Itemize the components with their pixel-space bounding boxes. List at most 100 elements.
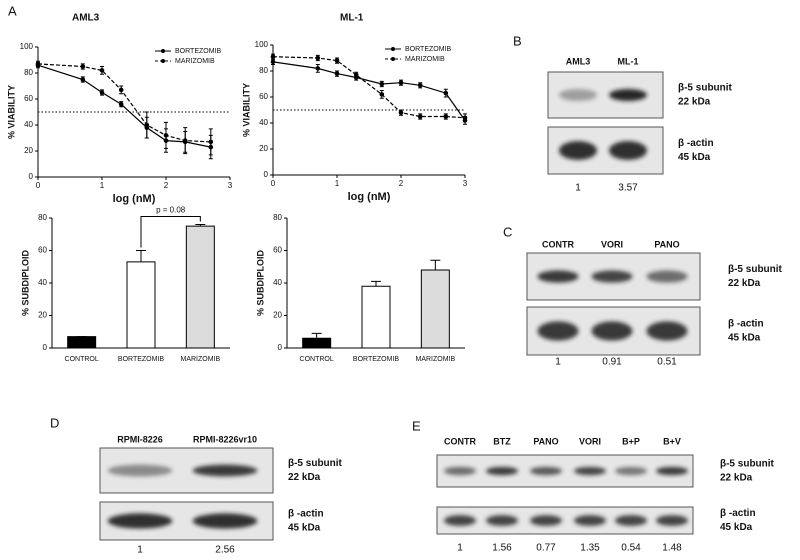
row-label: β -actin (678, 138, 714, 149)
lane-label: CONTR (542, 239, 574, 249)
y-tick-label: 60 (273, 246, 282, 255)
data-point (80, 77, 86, 82)
y-tick-label: 60 (259, 92, 268, 101)
blot-membrane (436, 506, 694, 535)
quantification: 1 (575, 183, 581, 194)
row-label: β-5 subunit (678, 83, 733, 94)
quantification: 2.56 (215, 545, 235, 556)
y-tick-label: 80 (273, 213, 282, 222)
legend-label: BORTEZOMIB (405, 46, 451, 53)
panel-letter: D (50, 415, 59, 430)
data-point (334, 58, 340, 63)
data-point (398, 110, 404, 115)
row-label: 45 kDa (288, 523, 321, 534)
data-point (80, 64, 86, 69)
y-tick-label: 20 (24, 146, 33, 155)
blot-band (656, 515, 688, 526)
quantification: 3.57 (618, 183, 638, 194)
data-point (118, 87, 124, 93)
blot-band (646, 270, 688, 283)
lane-label: VORI (601, 239, 623, 249)
blot-band (537, 270, 579, 283)
x-tick-label: 1 (335, 179, 340, 188)
y-tick-label: 80 (24, 68, 33, 77)
bar (302, 337, 332, 349)
blot-band (615, 466, 647, 476)
panel-letter: C (503, 224, 512, 239)
blot-band (656, 466, 688, 476)
blot-band (574, 466, 606, 476)
data-point (417, 83, 423, 88)
data-point (462, 115, 468, 121)
y-tick-label: 40 (273, 278, 282, 287)
data-point (182, 138, 188, 143)
blot-band (486, 466, 518, 476)
blot-band (530, 466, 562, 476)
x-tick-label: 1 (100, 181, 105, 190)
y-tick-label: 0 (43, 343, 48, 352)
data-point (208, 139, 214, 145)
y-tick-label: 40 (38, 278, 47, 287)
row-label: 22 kDa (288, 472, 321, 483)
x-tick-label: MARIZOMIB (180, 356, 220, 363)
panel-letter: E (412, 418, 421, 433)
data-point (315, 66, 321, 71)
quantification: 0.91 (602, 357, 622, 368)
row-label: 45 kDa (720, 522, 753, 533)
data-point (99, 90, 105, 95)
error-bar (371, 280, 381, 287)
x-tick-label: 2 (399, 179, 404, 188)
quantification: 1 (457, 543, 463, 554)
x-tick-label: BORTEZOMIB (353, 356, 399, 363)
y-tick-label: 40 (24, 120, 33, 129)
bar (185, 225, 215, 349)
blot-band (192, 464, 258, 477)
data-point (379, 81, 385, 87)
data-point (315, 55, 321, 61)
blot-band (559, 141, 597, 160)
panel-letter: B (513, 33, 522, 48)
annotation: p = 0.08 (156, 206, 186, 215)
y-tick-label: 80 (259, 66, 268, 75)
data-point (443, 114, 449, 119)
y-axis-label: % VIABILITY (6, 85, 16, 139)
row-label: 22 kDa (720, 473, 753, 484)
legend-label: MARIZOMIB (405, 56, 445, 63)
y-tick-label: 0 (264, 170, 269, 179)
x-tick-label: 3 (228, 181, 233, 190)
data-point (417, 114, 423, 119)
series-line (37, 64, 211, 148)
x-axis-label: log (nM) (113, 193, 156, 205)
y-tick-label: 100 (20, 42, 34, 51)
bar (361, 285, 391, 349)
legend-marker (391, 57, 395, 61)
lane-label: B+V (663, 436, 681, 446)
significance-bracket (140, 216, 201, 248)
y-tick-label: 20 (38, 311, 47, 320)
data-point (99, 68, 105, 73)
error-bar (311, 332, 322, 339)
quantification: 0.54 (621, 543, 641, 554)
row-label: 45 kDa (728, 333, 761, 344)
data-point (443, 90, 449, 96)
lane-label: PANO (533, 436, 558, 446)
data-point (379, 92, 385, 97)
blot-band (591, 321, 633, 341)
y-tick-label: 60 (38, 246, 47, 255)
x-tick-label: BORTEZOMIB (118, 356, 164, 363)
row-label: β-5 subunit (728, 264, 783, 275)
legend-marker (161, 49, 165, 53)
blot-membrane (436, 454, 694, 488)
x-axis-label: log (nM) (348, 191, 391, 203)
legend-marker (391, 47, 395, 51)
x-tick-label: 3 (463, 179, 468, 188)
quantification: 0.77 (536, 543, 556, 554)
blot-band (574, 515, 606, 526)
x-tick-label: CONTROL (300, 356, 334, 363)
blot-band (537, 321, 579, 341)
data-point (163, 133, 169, 138)
lane-label: VORI (579, 436, 601, 446)
lane-label: PANO (654, 239, 679, 249)
blot-band (609, 89, 647, 101)
